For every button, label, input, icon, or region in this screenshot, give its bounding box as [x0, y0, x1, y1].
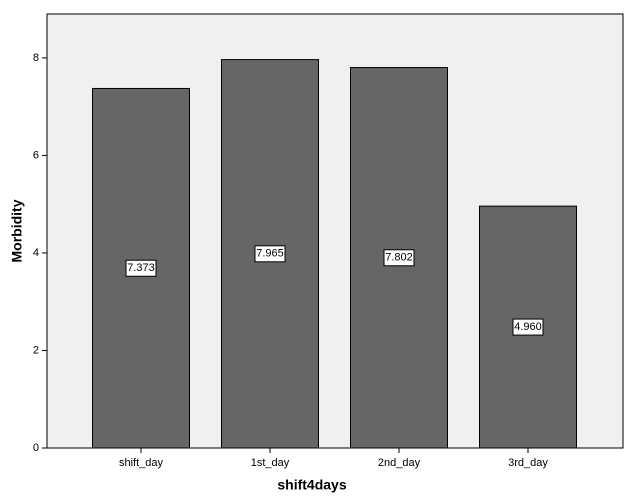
- value-label-box: [125, 259, 157, 277]
- x-tick-label: 1st_day: [251, 457, 290, 469]
- value-label: 7.373: [127, 262, 155, 274]
- value-label-box: [254, 245, 286, 263]
- y-axis-title: Morbidity: [9, 199, 25, 262]
- y-tick-label: 2: [33, 344, 39, 356]
- value-label-box: [383, 249, 415, 267]
- y-tick-label: 4: [33, 247, 39, 259]
- value-label: 7.802: [385, 252, 413, 264]
- value-label: 7.965: [256, 248, 284, 260]
- x-tick-label: 2nd_day: [378, 457, 421, 469]
- y-tick-label: 8: [33, 52, 39, 64]
- y-tick-label: 0: [33, 442, 39, 454]
- y-tick-label: 6: [33, 149, 39, 161]
- x-tick-label: 3rd_day: [508, 457, 548, 469]
- value-label: 4.960: [514, 321, 542, 333]
- x-axis-title: shift4days: [277, 477, 346, 493]
- x-tick-label: shift_day: [119, 457, 164, 469]
- value-label-box: [512, 318, 544, 336]
